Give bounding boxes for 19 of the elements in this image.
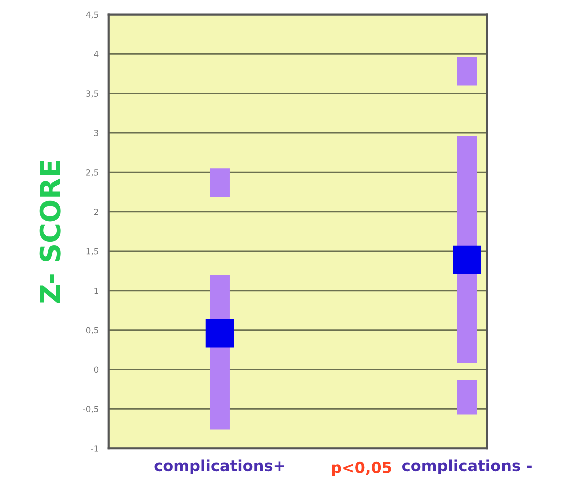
x-tick-label: complications+ (154, 460, 285, 475)
y-tick-label: 2 (94, 208, 98, 216)
x-tick-label: complications - (402, 460, 532, 475)
y-tick-label: 1 (94, 288, 98, 294)
y-tick-label: 0 (94, 366, 99, 374)
y-tick-label: -0,5 (83, 406, 98, 414)
y-tick-label: 3,5 (86, 90, 98, 98)
bar (210, 168, 230, 198)
bar (457, 380, 478, 415)
y-tick-label: 3 (94, 130, 98, 136)
y-axis-title: Z- SCORE (40, 161, 61, 304)
y-tick-label: 2,5 (86, 170, 98, 177)
bar (457, 57, 478, 86)
text: p<0,05 (332, 462, 392, 476)
y-tick-label: 4,5 (86, 12, 98, 19)
y-tick-label: 0,5 (86, 327, 98, 334)
y-tick-label: -1 (91, 446, 98, 452)
y-tick-label: 4 (94, 51, 99, 58)
y-tick-label: 1,5 (86, 248, 98, 256)
